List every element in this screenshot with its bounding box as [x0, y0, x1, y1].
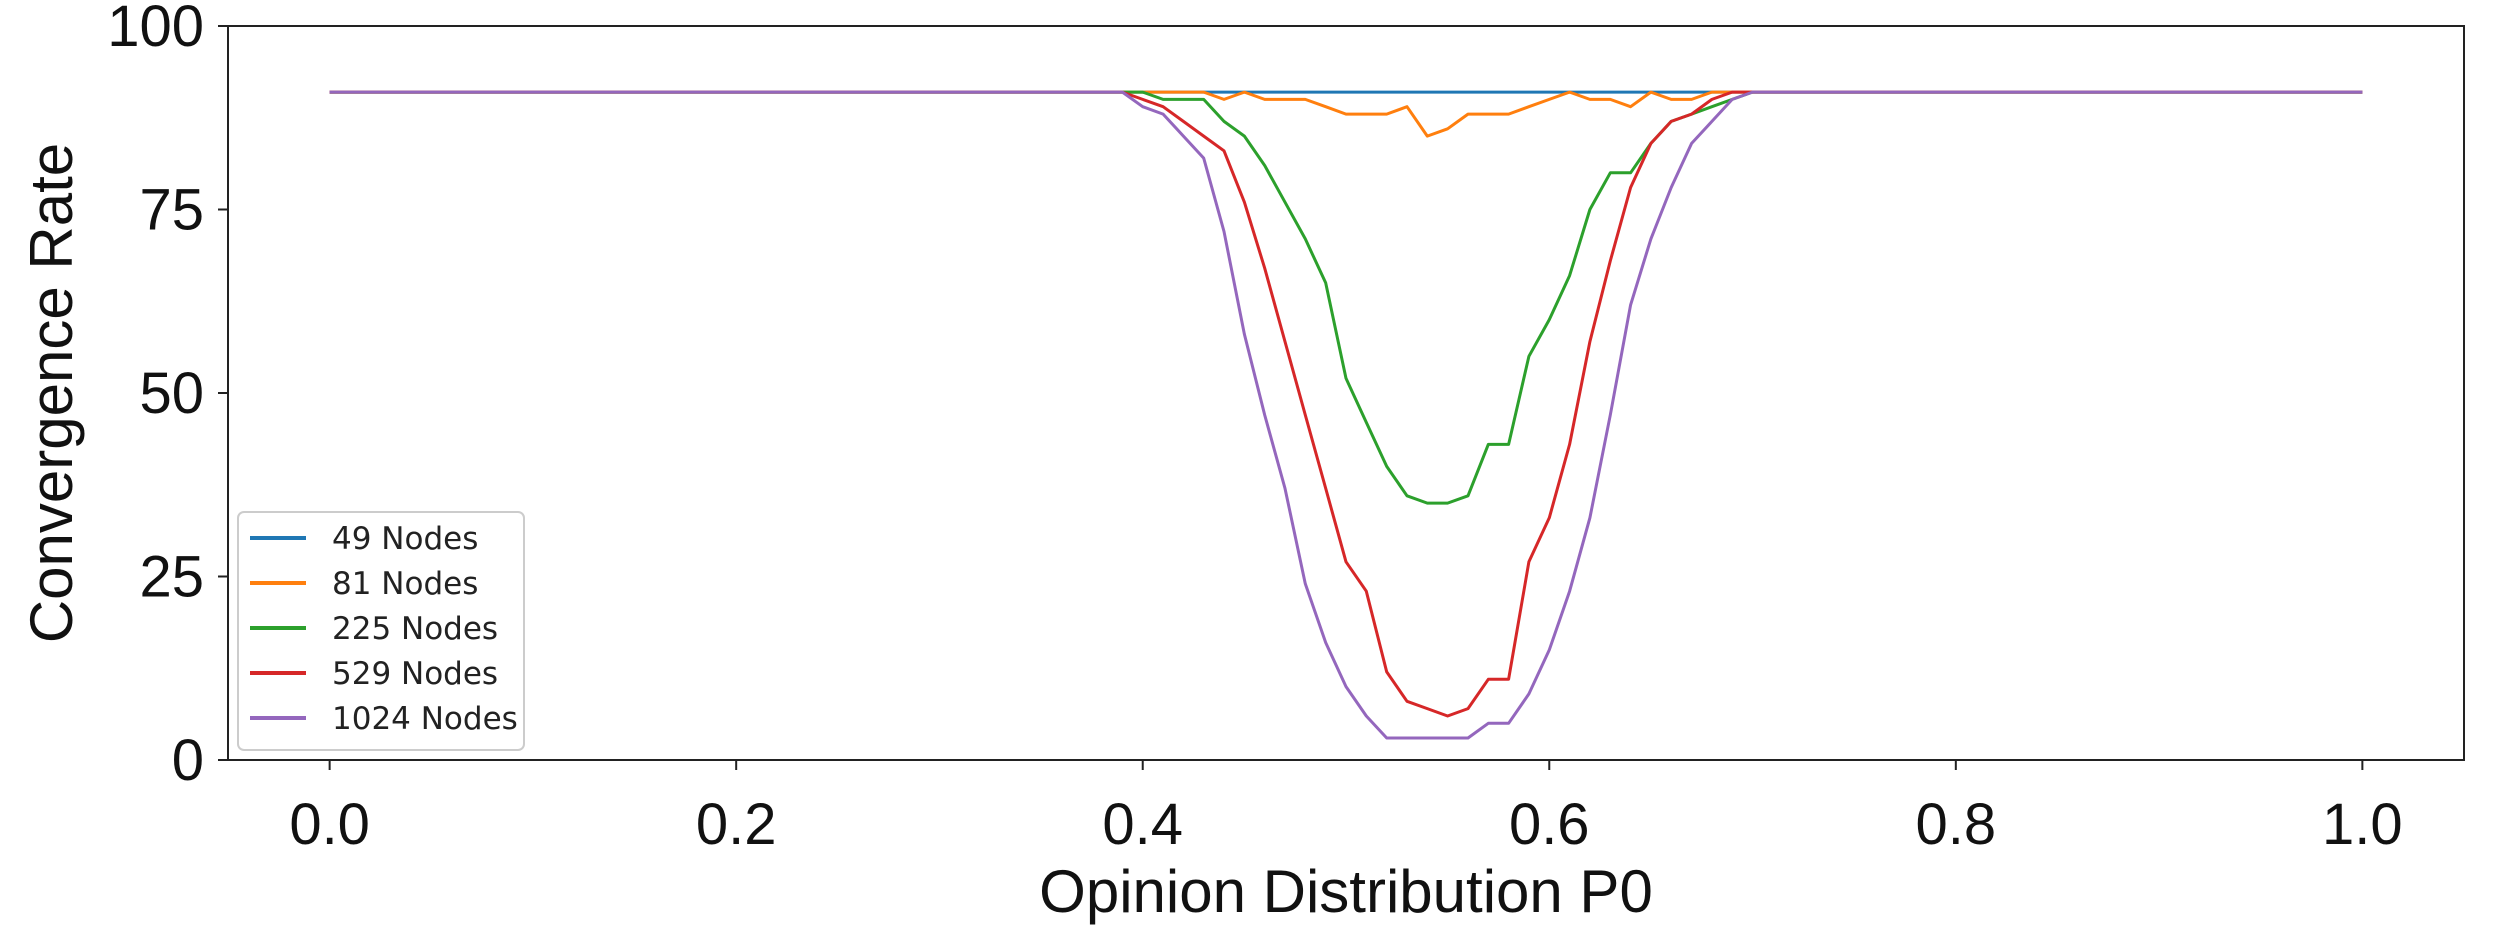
y-axis-label: Convergence Rate: [18, 143, 85, 643]
legend-label: 225 Nodes: [332, 611, 498, 647]
series-line-1024-nodes: [329, 90, 2363, 740]
y-tick-label: 100: [107, 0, 204, 59]
series-layer: [329, 90, 2363, 740]
legend-label: 1024 Nodes: [332, 701, 518, 737]
y-tick-label: 0: [172, 728, 204, 793]
y-tick-label: 25: [139, 545, 204, 610]
x-tick-label: 1.0: [2322, 792, 2403, 857]
y-axis-ticks: 0 25 50 75 100: [107, 0, 228, 793]
legend-box: [237, 511, 525, 751]
legend-label: 529 Nodes: [332, 656, 498, 692]
y-tick-label: 75: [139, 178, 204, 243]
x-tick-label: 0.2: [696, 792, 777, 857]
legend-label: 49 Nodes: [332, 521, 478, 557]
x-tick-label: 0.4: [1102, 792, 1183, 857]
series-line-529-nodes: [329, 90, 2363, 718]
series-line-81-nodes: [329, 90, 2363, 138]
x-tick-label: 0.8: [1915, 792, 1996, 857]
x-axis-label: Opinion Distribution P0: [1039, 858, 1653, 925]
legend-label: 81 Nodes: [332, 566, 478, 602]
x-tick-label: 0.6: [1509, 792, 1590, 857]
x-tick-label: 0.0: [289, 792, 370, 857]
y-tick-label: 50: [139, 361, 204, 426]
legend: 49 Nodes 81 Nodes 225 Nodes 529 Nodes 1024 N…: [237, 511, 525, 751]
x-axis-ticks: 0.0 0.2 0.4 0.6 0.8 1.0: [289, 760, 2403, 857]
